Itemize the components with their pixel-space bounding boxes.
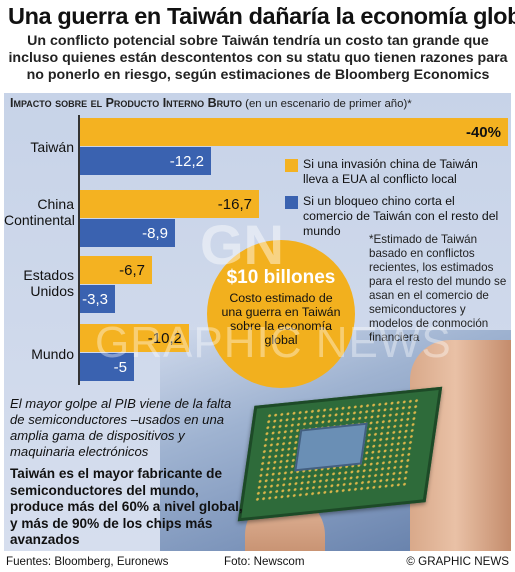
sources-credit: Fuentes: Bloomberg, Euronews [6,555,169,568]
chart-axis-title-rest: (en un escenario de primer año)* [242,98,412,110]
category-label-line: Estados [23,267,74,283]
chart-axis-title: Impacto sobre el Producto Interno Bruto … [10,96,412,110]
page-title: Una guerra en Taiwán dañaría la economía… [8,3,515,29]
bar-blockade [80,353,134,381]
bar-invasion [80,256,152,284]
category-label-line: Taiwán [30,139,74,155]
category-label-line: Continental [4,212,75,228]
data-label: -5 [113,359,127,376]
cost-amount: $10 billones [226,267,336,288]
chart-axis-title-caps: Impacto sobre el Producto Interno Bruto [10,96,243,110]
legend-swatch-invasion [285,159,298,172]
category-label: China Continental [4,196,75,228]
data-label: -8,9 [142,225,168,242]
semiconductor-text: El mayor golpe al PIB viene de la falta … [10,396,232,459]
category-label-line: Unidos [30,283,74,299]
watermark-logo: GN [200,213,284,276]
bar-invasion [80,118,508,146]
cost-circle [207,240,355,388]
data-label: -16,7 [217,196,252,213]
photo-credit: Foto: Newscom [224,555,305,568]
bar-blockade [80,147,211,175]
category-label: Mundo [4,346,74,362]
chart-baseline [78,115,80,385]
category-label: Estados Unidos [4,267,74,299]
category-label-line: China [37,196,74,212]
bar-blockade [80,219,175,247]
legend-label-blockade: Si un bloqueo chino corta el comercio de… [303,194,499,238]
footnote: *Estimado de Taiwán basado en conflictos… [369,233,507,344]
chip-die-illustration [294,422,368,472]
taiwan-fact-text: Taiwán es el mayor fabricante de semicon… [10,466,243,547]
data-label: -40% [465,124,501,141]
cost-description: Costo estimado de una guerra en Taiwán s… [221,291,341,347]
bar-blockade [80,285,115,313]
legend-swatch-blockade [285,196,298,209]
category-label-line: Mundo [31,346,74,362]
watermark: GRAPHIC NEWS [95,318,452,367]
data-label: -3,3 [82,291,108,308]
data-label: -10,2 [147,330,182,347]
bar-invasion [80,190,259,218]
legend-label-invasion: Si una invasión china de Taiwán lleva a … [303,157,478,186]
category-label: Taiwán [4,139,74,155]
data-label: -12,2 [169,153,204,170]
copyright: © GRAPHIC NEWS [406,555,509,568]
page-subtitle: Un conflicto potencial sobre Taiwán tend… [8,33,508,83]
bar-invasion [80,324,189,352]
data-label: -6,7 [119,262,145,279]
